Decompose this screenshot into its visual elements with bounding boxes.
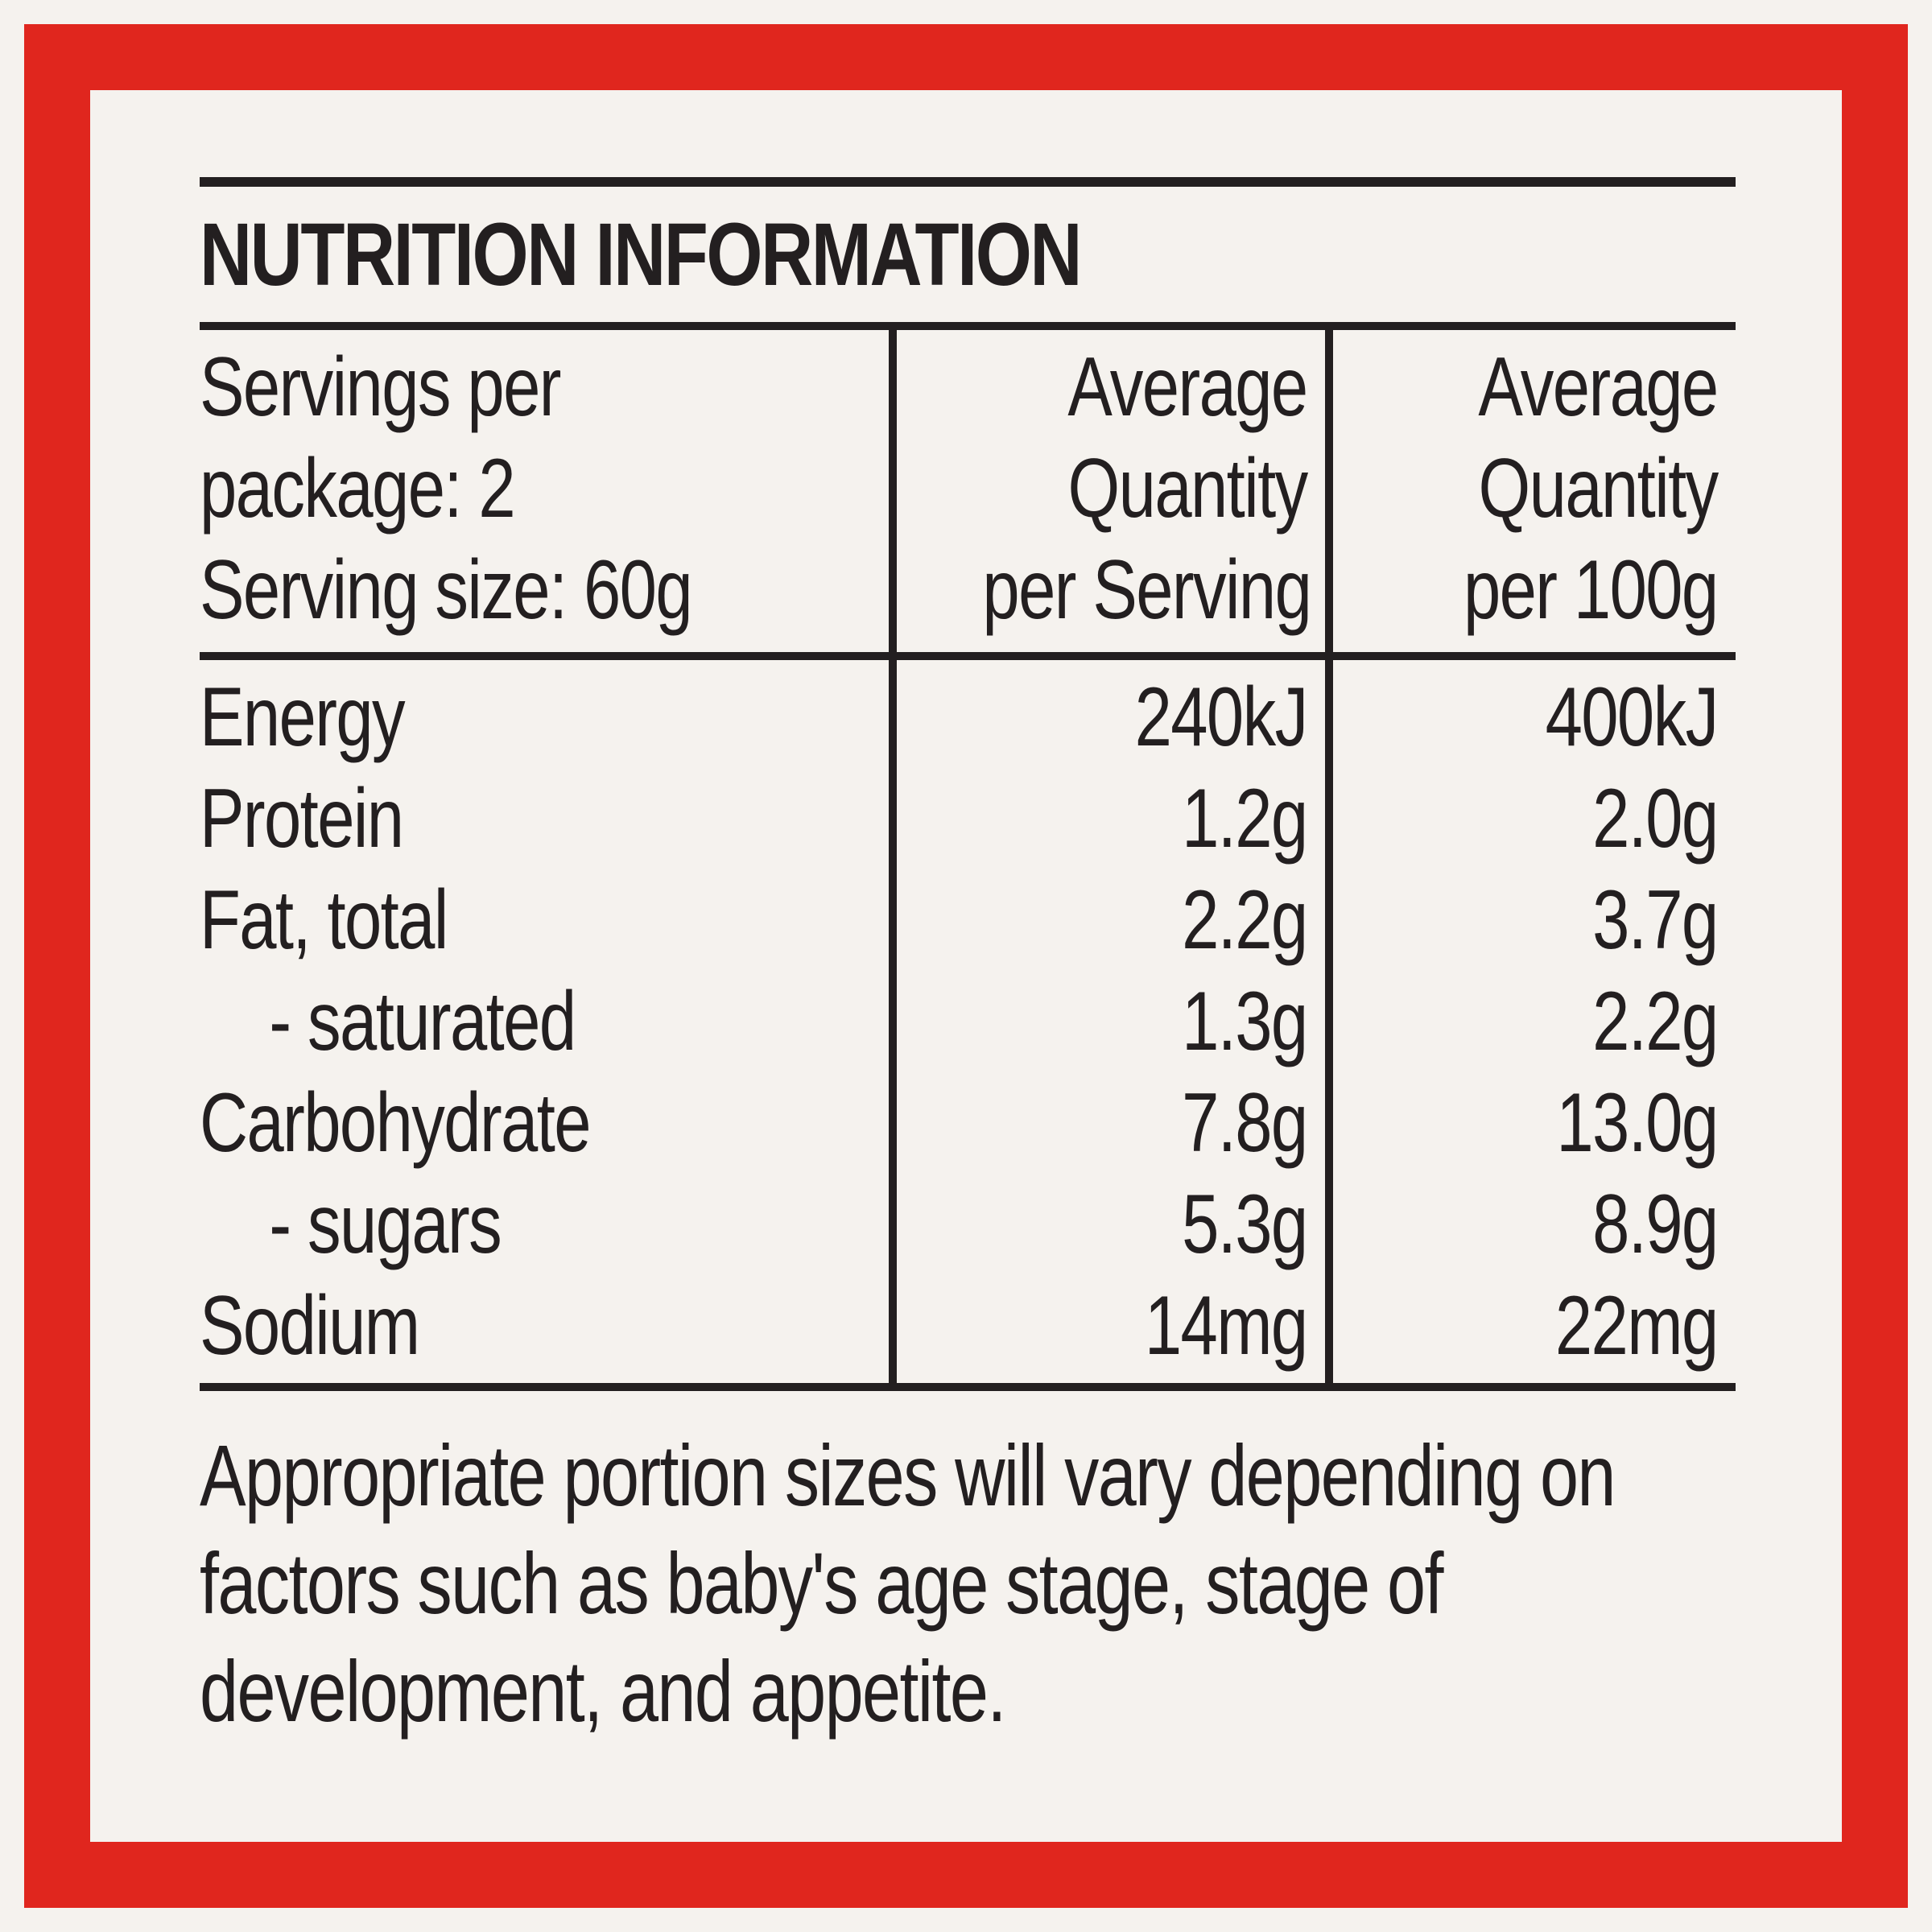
table-header: Servings per package: 2 Serving size: 60… — [200, 330, 1736, 652]
per-100g-value: 2.0g — [1592, 772, 1719, 865]
nutrition-table-area: NUTRITION INFORMATION Servings per packa… — [200, 177, 1736, 1745]
nutrient-label: Protein — [200, 772, 404, 865]
column-header-text: Average — [1478, 341, 1719, 434]
column-divider — [1325, 330, 1333, 652]
per-100g-value: 400kJ — [1545, 671, 1719, 764]
per-100g-value: 2.2g — [1592, 975, 1719, 1068]
per-serving-value: 7.8g — [1182, 1076, 1308, 1170]
nutrient-label: Sodium — [200, 1279, 420, 1373]
column-divider — [889, 660, 897, 1383]
per-100g-value: 22mg — [1554, 1279, 1719, 1373]
serving-info: Servings per package: 2 Serving size: 60… — [200, 330, 751, 652]
column-header-per-serving: Average Quantity per Serving — [982, 330, 1325, 652]
nutrient-label: Fat, total — [200, 873, 448, 967]
per-serving-value: 1.3g — [1182, 975, 1308, 1068]
nutrient-label: Energy — [200, 671, 406, 764]
column-header-text: per Serving — [982, 543, 1311, 637]
servings-per-package-line2: package: 2 — [200, 442, 516, 535]
top-rule — [200, 177, 1736, 187]
nutrient-label: - saturated — [269, 975, 576, 1068]
per-100g-value: 13.0g — [1556, 1076, 1719, 1170]
serving-size: Serving size: 60g — [200, 543, 693, 637]
title-rule — [200, 322, 1736, 330]
column-header-text: Quantity — [1067, 442, 1309, 535]
per-serving-values: 240kJ 1.2g 2.2g 1.3g 7.8g 5.3g 14mg — [982, 660, 1325, 1383]
table-body: Energy Protein Fat, total - saturated Ca… — [200, 660, 1736, 1383]
column-header-text: Quantity — [1478, 442, 1719, 535]
bottom-rule — [200, 1383, 1736, 1391]
column-divider — [1325, 660, 1333, 1383]
per-serving-value: 5.3g — [1182, 1178, 1308, 1271]
column-divider — [889, 330, 897, 652]
per-serving-value: 2.2g — [1182, 873, 1308, 967]
per-serving-value: 14mg — [1144, 1279, 1308, 1373]
nutrition-panel: NUTRITION INFORMATION Servings per packa… — [90, 90, 1842, 1842]
nutrient-label: - sugars — [269, 1178, 502, 1271]
per-serving-value: 240kJ — [1134, 671, 1309, 764]
nutrient-label: Carbohydrate — [200, 1076, 592, 1170]
servings-per-package-line1: Servings per — [200, 341, 561, 434]
per-100g-value: 3.7g — [1592, 873, 1719, 967]
column-header-text: per 100g — [1463, 543, 1719, 637]
header-rule — [200, 652, 1736, 660]
column-header-per-100g: Average Quantity per 100g — [1414, 330, 1736, 652]
per-100g-values: 400kJ 2.0g 3.7g 2.2g 13.0g 8.9g 22mg — [1414, 660, 1736, 1383]
column-header-text: Average — [1067, 341, 1308, 434]
nutrition-title: NUTRITION INFORMATION — [200, 205, 1083, 304]
portion-footnote: Appropriate portion sizes will vary depe… — [200, 1426, 1616, 1740]
per-serving-value: 1.2g — [1182, 772, 1308, 865]
nutrient-labels: Energy Protein Fat, total - saturated Ca… — [200, 660, 751, 1383]
per-100g-value: 8.9g — [1592, 1178, 1719, 1271]
